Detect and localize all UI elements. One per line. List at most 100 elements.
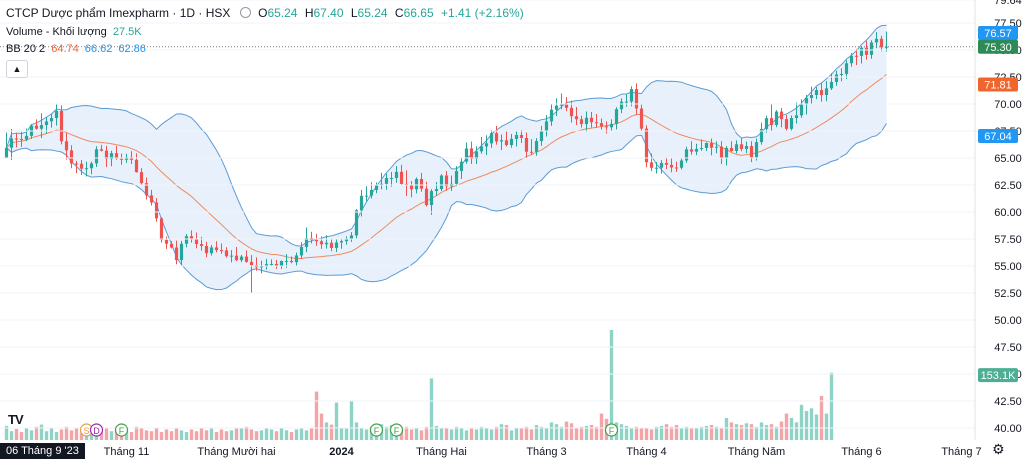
volume-bar — [529, 429, 534, 440]
event-marker — [389, 423, 404, 437]
volume-bar — [514, 427, 519, 440]
candle-body — [44, 121, 49, 126]
volume-bar — [669, 426, 674, 440]
volume-bar — [689, 428, 694, 440]
candle-body — [849, 55, 854, 64]
volume-bar — [679, 427, 684, 440]
volume-bar — [224, 431, 229, 440]
candle-body — [304, 238, 309, 247]
candle-body — [669, 164, 674, 168]
volume-bar — [229, 430, 234, 440]
volume-bar — [424, 426, 429, 440]
candle-body — [54, 110, 59, 119]
candlesticks — [4, 31, 889, 293]
candle-body — [634, 89, 639, 109]
candle-body — [349, 235, 354, 239]
candle-body — [359, 195, 364, 211]
event-marker-label: D — [93, 426, 100, 436]
candle-body — [244, 256, 249, 262]
volume-bar — [494, 426, 499, 440]
time-tick-label: Tháng 6 — [841, 446, 881, 458]
volume-bar — [129, 432, 134, 440]
candle-body — [59, 110, 64, 142]
candle-body — [629, 89, 634, 102]
candle-body — [614, 109, 619, 124]
candle-body — [434, 189, 439, 192]
volume-bar — [139, 428, 144, 440]
volume-bar — [449, 429, 454, 440]
tradingview-logo[interactable]: TV — [8, 412, 24, 427]
candle-body — [74, 163, 79, 165]
candle-body — [859, 47, 864, 56]
open-value: 65.24 — [267, 6, 298, 20]
volume-bar — [674, 425, 679, 440]
candle-body — [664, 162, 669, 165]
volume-bar — [354, 422, 359, 440]
candle-body — [209, 247, 214, 254]
price-tick-label: 79.64 — [994, 0, 1022, 7]
volume-bar — [639, 427, 644, 440]
volume-bar — [314, 391, 319, 440]
candle-body — [419, 178, 424, 189]
volume-bar — [824, 413, 829, 440]
volume-bar — [49, 428, 54, 440]
bb-lower-value: 62.86 — [118, 43, 146, 55]
volume-bar — [634, 426, 639, 440]
volume-bar — [74, 427, 79, 440]
volume-label: Volume - Khối lượng — [6, 26, 107, 38]
volume-bar — [419, 430, 424, 440]
candle-body — [609, 123, 614, 128]
candle-body — [324, 242, 329, 245]
candle-body — [874, 38, 879, 43]
volume-bar — [569, 423, 574, 440]
volume-bar — [339, 427, 344, 440]
bb-lower-line — [6, 123, 887, 291]
candle-body — [594, 122, 599, 124]
volume-bar — [594, 426, 599, 440]
price-tick-label: 65.00 — [994, 153, 1022, 165]
price-tick-label: 62.50 — [994, 180, 1022, 192]
candle-body — [104, 150, 109, 160]
bb-legend[interactable]: BB 20 2 64.74 66.62 62.86 — [6, 43, 146, 55]
candle-body — [839, 73, 844, 75]
candle-body — [414, 178, 419, 190]
volume-bar — [434, 425, 439, 440]
volume-bar — [89, 429, 94, 440]
candle-body — [684, 149, 689, 161]
gear-icon[interactable]: ⚙ — [992, 441, 1005, 457]
volume-value: 27.5K — [112, 26, 142, 38]
candle-body — [109, 153, 114, 160]
volume-bar — [144, 430, 149, 440]
volume-bar — [779, 421, 784, 440]
volume-bar — [359, 427, 364, 440]
volume-bar — [744, 423, 749, 440]
candle-body — [644, 128, 649, 163]
volume-bar — [479, 426, 484, 440]
symbol-legend: CTCP Dược phẩm Imexpharm · 1D · HSX O65.… — [6, 6, 524, 20]
candle-body — [219, 250, 224, 252]
candle-body — [229, 255, 234, 257]
volume-bar — [64, 426, 69, 440]
candle-body — [339, 241, 344, 243]
candle-body — [204, 246, 209, 254]
volume-bar — [344, 428, 349, 440]
candle-body — [454, 170, 459, 184]
time-tick-label: Tháng 4 — [626, 446, 666, 458]
symbol-title[interactable]: CTCP Dược phẩm Imexpharm · 1D · HSX — [6, 6, 231, 20]
candle-body — [284, 260, 289, 262]
candle-body — [604, 126, 609, 128]
candle-body — [734, 144, 739, 151]
volume-bar — [299, 428, 304, 440]
volume-legend[interactable]: Volume - Khối lượng 27.5K — [6, 26, 142, 38]
collapse-legend-button[interactable]: ▲ — [6, 60, 28, 78]
volume-bar — [589, 425, 594, 440]
candle-body — [724, 147, 729, 159]
volume-bar — [99, 432, 104, 440]
candle-body — [584, 117, 589, 125]
candle-body — [439, 175, 444, 190]
volume-bar — [574, 427, 579, 440]
volume-bar — [404, 426, 409, 440]
candle-body — [744, 146, 749, 150]
volume-bar — [734, 424, 739, 440]
